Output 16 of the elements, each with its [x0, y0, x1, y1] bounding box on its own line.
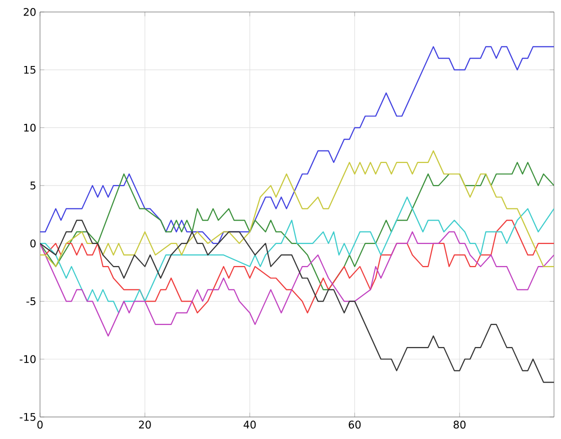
y-tick-label: 15: [24, 66, 36, 74]
x-tick-label: 20: [139, 420, 151, 429]
y-tick-label: 20: [24, 8, 36, 16]
x-tick-label: 80: [454, 420, 466, 429]
y-tick-label: -15: [20, 413, 36, 421]
x-tick-label: 40: [244, 420, 256, 429]
y-tick-label: 10: [24, 124, 36, 132]
line-series: [40, 46, 554, 244]
line-series: [40, 231, 554, 337]
line-series: [40, 150, 554, 268]
y-tick-label: 0: [30, 239, 36, 248]
y-tick-label: -5: [26, 297, 36, 306]
x-tick-label: 0: [37, 420, 43, 429]
y-tick-label: -10: [20, 355, 36, 364]
x-tick-label: 60: [348, 420, 361, 429]
y-tick-label: 5: [30, 182, 36, 190]
